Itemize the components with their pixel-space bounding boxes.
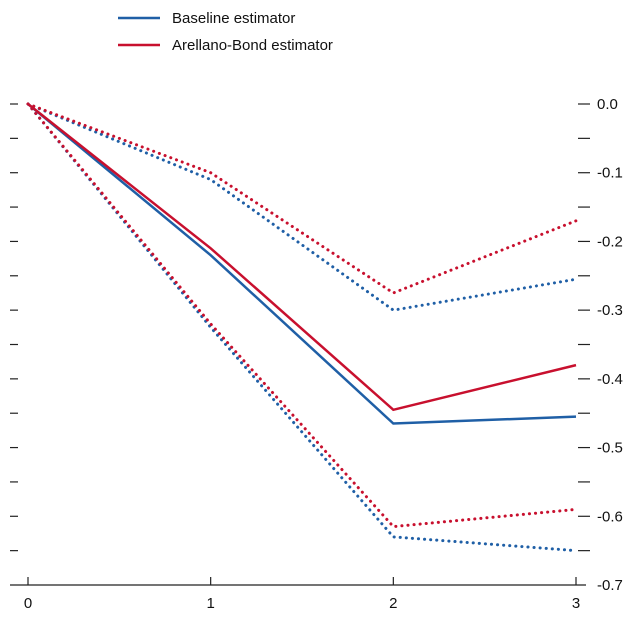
arellano-bond-confidence-band-line-5: [26, 102, 578, 529]
y-tick-label: -0.7: [597, 577, 623, 594]
legend-label: Arellano-Bond estimator: [172, 37, 333, 54]
baseline-confidence-band-line-2: [26, 102, 578, 312]
y-tick-label: -0.1: [597, 165, 623, 182]
y-tick-label: -0.3: [597, 302, 623, 319]
y-tick-label: -0.5: [597, 440, 623, 457]
x-tick-label: 0: [24, 595, 32, 612]
legend: Baseline estimator Arellano-Bond estimato…: [118, 10, 333, 54]
x-tick-label: 1: [206, 595, 214, 612]
y-tick-label: -0.2: [597, 233, 623, 250]
arellano-bond-estimator-line: [27, 103, 577, 412]
baseline-confidence-band-line-3: [26, 102, 578, 553]
x-tick-label: 2: [389, 595, 397, 612]
axes: 0 1 2 3 0.0 -0.1 -0.2 -0.3 -0.4 -0.5 -0.6 -0.7: [10, 96, 623, 612]
y-tick-label: -0.6: [597, 508, 623, 525]
arellano-bond-confidence-band-line-4: [26, 102, 578, 295]
legend-label: Baseline estimator: [172, 10, 295, 27]
series: [26, 102, 578, 553]
y-tick-label: -0.4: [597, 371, 623, 388]
x-tick-label: 3: [572, 595, 580, 612]
baseline-estimator-line: [27, 103, 577, 425]
y-tick-label: 0.0: [597, 96, 618, 113]
